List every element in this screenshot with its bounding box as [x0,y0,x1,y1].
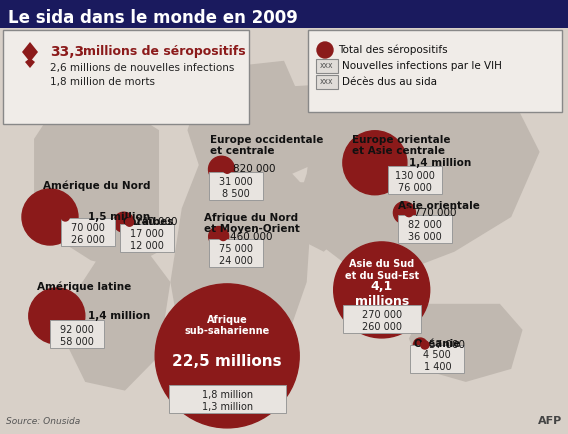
Polygon shape [97,52,170,108]
Text: xxx: xxx [320,78,334,86]
Text: 31 000: 31 000 [219,177,253,187]
Ellipse shape [476,161,490,187]
Text: 130 000: 130 000 [395,171,435,181]
FancyBboxPatch shape [308,30,562,112]
Text: 820 000: 820 000 [233,164,275,174]
Circle shape [155,284,299,428]
Text: Afrique du Nord
et Moyen-Orient: Afrique du Nord et Moyen-Orient [204,213,300,234]
Polygon shape [34,108,159,269]
Text: Amérique latine: Amérique latine [37,281,131,292]
Text: Asie orientale: Asie orientale [398,201,479,210]
Text: 1,4 million: 1,4 million [409,158,471,168]
Circle shape [421,341,429,349]
Text: 8 500: 8 500 [222,189,249,199]
Polygon shape [284,182,352,252]
Polygon shape [170,165,312,391]
Text: 92 000: 92 000 [60,325,94,335]
Text: 57 000: 57 000 [429,340,465,350]
Text: 260 000: 260 000 [362,322,402,332]
Text: Caraïbes: Caraïbes [122,217,173,227]
Text: 2,6 millions de nouvelles infections: 2,6 millions de nouvelles infections [50,63,235,73]
Circle shape [61,213,69,221]
Text: Décès dus au sida: Décès dus au sida [342,77,437,87]
Text: 24 000: 24 000 [219,256,253,266]
Text: 70 000: 70 000 [71,223,105,233]
FancyBboxPatch shape [119,224,174,252]
Text: 460 000: 460 000 [230,231,273,242]
Circle shape [414,338,427,352]
Text: 36 000: 36 000 [408,232,442,242]
Text: 17 000: 17 000 [130,229,164,239]
Text: Amérique du Nord: Amérique du Nord [43,180,150,191]
FancyBboxPatch shape [316,75,338,89]
Text: Europe orientale
et Asie centrale: Europe orientale et Asie centrale [352,135,450,156]
Text: 4 500: 4 500 [424,350,451,360]
Text: 1,8 million de morts: 1,8 million de morts [50,77,155,87]
FancyBboxPatch shape [343,305,421,333]
Circle shape [208,156,235,182]
FancyBboxPatch shape [3,30,249,124]
Text: Nouvelles infections par le VIH: Nouvelles infections par le VIH [342,61,502,71]
Polygon shape [187,87,312,182]
Text: millions de séropositifs: millions de séropositifs [83,46,245,59]
Circle shape [126,218,133,226]
Text: 75 000: 75 000 [219,243,253,253]
Text: 26 000: 26 000 [71,235,105,245]
Text: 76 000: 76 000 [398,183,432,193]
Text: Afrique
sub-saharienne: Afrique sub-saharienne [185,315,270,336]
Circle shape [405,209,413,217]
Text: 1,3 million: 1,3 million [202,402,253,412]
Polygon shape [284,78,540,282]
FancyBboxPatch shape [398,215,452,243]
Text: 270 000: 270 000 [362,310,402,320]
Circle shape [333,242,430,338]
Polygon shape [68,252,170,391]
Text: 4,1
millions: 4,1 millions [354,280,409,308]
Text: Source: Onusida: Source: Onusida [6,417,80,426]
Text: AFP: AFP [538,416,562,426]
FancyBboxPatch shape [387,166,442,194]
FancyBboxPatch shape [410,345,465,373]
Text: 240 000: 240 000 [135,217,178,227]
Circle shape [29,288,85,344]
Text: Europe occidentale
et centrale: Europe occidentale et centrale [210,135,324,156]
Circle shape [208,227,229,247]
Text: 1 400: 1 400 [424,362,451,372]
Circle shape [317,42,333,58]
Text: 33,3: 33,3 [50,45,84,59]
Text: Océanie: Océanie [414,339,461,349]
Text: 58 000: 58 000 [60,337,94,347]
Text: Total des séropositifs: Total des séropositifs [338,45,448,55]
Circle shape [22,189,78,245]
FancyBboxPatch shape [49,320,104,348]
Text: xxx: xxx [320,62,334,70]
Text: Le sida dans le monde en 2009: Le sida dans le monde en 2009 [8,9,298,27]
Text: 82 000: 82 000 [408,220,442,230]
Circle shape [343,131,407,195]
FancyBboxPatch shape [208,172,263,200]
Polygon shape [409,304,523,382]
Polygon shape [227,61,295,113]
Text: 770 000: 770 000 [414,207,456,218]
Polygon shape [346,208,409,282]
Circle shape [219,233,227,240]
Text: 22,5 millions: 22,5 millions [172,354,282,369]
FancyBboxPatch shape [316,59,338,73]
FancyBboxPatch shape [61,218,115,246]
Text: 1,5 million: 1,5 million [88,212,150,222]
Text: 12 000: 12 000 [130,241,164,251]
FancyBboxPatch shape [208,239,263,266]
Text: 1,4 million: 1,4 million [88,311,151,321]
Circle shape [223,165,231,173]
Circle shape [114,212,134,232]
Text: 1,8 million: 1,8 million [202,390,253,400]
Text: Asie du Sud
et du Sud-Est: Asie du Sud et du Sud-Est [345,259,419,280]
FancyBboxPatch shape [0,0,568,28]
FancyBboxPatch shape [169,385,286,413]
Polygon shape [22,42,38,62]
Circle shape [394,202,415,224]
Polygon shape [25,58,35,68]
